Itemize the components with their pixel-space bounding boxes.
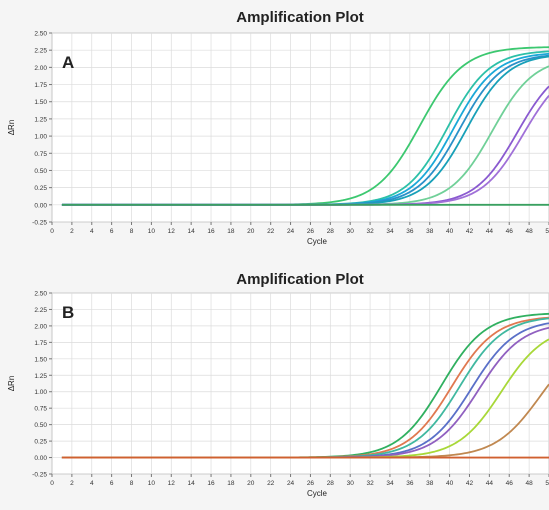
x-tick-label: 48 [526,480,534,487]
x-tick-label: 40 [446,228,454,235]
plot-area [51,32,549,223]
y-tick-label: 0.00 [34,455,47,462]
x-tick-label: 48 [526,228,534,235]
y-tick-label: -0.25 [32,472,47,479]
x-tick-label: 16 [207,480,215,487]
y-axis-label: ΔRn [7,120,16,136]
x-tick-label: 34 [386,228,394,235]
y-tick-label: 1.00 [34,389,47,396]
y-tick-label: 1.75 [34,82,47,89]
x-tick-label: 2 [70,228,74,235]
y-tick-label: 2.25 [34,48,47,55]
x-tick-label: 10 [148,228,156,235]
x-tick-label: 32 [366,228,374,235]
x-tick-label: 44 [486,480,494,487]
x-tick-label: 14 [188,480,196,487]
x-tick-label: 38 [426,480,434,487]
x-tick-label: 24 [287,480,295,487]
x-tick-label: 0 [50,228,54,235]
x-tick-label: 4 [90,228,94,235]
x-tick-label: 12 [168,228,176,235]
x-tick-label: 10 [148,480,156,487]
x-tick-label: 36 [406,228,414,235]
y-tick-label: 1.00 [34,134,47,141]
x-tick-label: 22 [267,228,275,235]
x-tick-label: 0 [50,480,54,487]
y-tick-label: 0.00 [34,202,47,209]
x-tick-label: 8 [130,228,134,235]
x-tick-label: 28 [327,480,335,487]
x-tick-label: 26 [307,480,315,487]
y-tick-label: 0.25 [34,185,47,192]
y-tick-label: 0.50 [34,422,47,429]
series-group [61,312,549,459]
x-tick-label: 24 [287,228,295,235]
x-tick-label: 30 [347,228,355,235]
x-axis-label: Cycle [307,489,328,498]
y-tick-label: 2.50 [34,291,47,298]
x-tick-label: 42 [466,480,474,487]
panel-a: Amplification Plot 2.50 2.25 2.00 1.75 1.50 1.… [7,9,549,246]
y-tick-label: 2.50 [34,31,47,38]
x-tick-label: 50 [545,228,549,235]
y-tick-label: 1.50 [34,356,47,363]
panel-letter: A [62,53,74,72]
series-group [61,46,549,206]
x-tick-label: 38 [426,228,434,235]
x-tick-label: 2 [70,480,74,487]
x-tick-label: 20 [247,480,255,487]
x-tick-label: 14 [188,228,196,235]
chart-title: Amplification Plot [236,9,364,26]
y-tick-label: -0.25 [32,220,47,227]
x-tick-label: 6 [110,228,114,235]
plot-area [51,292,549,475]
y-tick-label: 2.25 [34,307,47,314]
panel-letter: B [62,303,74,322]
y-tick-label: 0.75 [34,406,47,413]
x-tick-label: 4 [90,480,94,487]
x-tick-label: 18 [227,228,235,235]
x-tick-label: 8 [130,480,134,487]
y-tick-label: 0.25 [34,439,47,446]
x-tick-label: 20 [247,228,255,235]
x-tick-label: 34 [386,480,394,487]
y-tick-label: 0.75 [34,151,47,158]
x-tick-label: 26 [307,228,315,235]
grid [51,32,549,223]
y-tick-label: 0.50 [34,168,47,175]
y-tick-label: 1.25 [34,373,47,380]
y-tick-label: 1.50 [34,99,47,106]
x-axis-label: Cycle [307,237,328,246]
y-tick-label: 1.75 [34,340,47,347]
x-tick-label: 32 [366,480,374,487]
x-tick-label: 28 [327,228,335,235]
x-tick-label: 12 [168,480,176,487]
x-tick-label: 44 [486,228,494,235]
chart-title: Amplification Plot [236,271,364,288]
y-tick-label: 2.00 [34,323,47,330]
panel-b: Amplification Plot 2.50 2.25 2.00 1.75 1.50 1.… [7,271,549,498]
x-tick-label: 22 [267,480,275,487]
y-axis-label: ΔRn [7,376,16,392]
x-tick-label: 16 [207,228,215,235]
x-tick-label: 30 [347,480,355,487]
x-tick-label: 36 [406,480,414,487]
x-tick-label: 50 [545,480,549,487]
x-tick-label: 46 [506,480,514,487]
x-tick-label: 6 [110,480,114,487]
x-tick-label: 40 [446,480,454,487]
y-tick-label: 1.25 [34,116,47,123]
x-tick-label: 46 [506,228,514,235]
x-tick-label: 42 [466,228,474,235]
x-tick-label: 18 [227,480,235,487]
y-tick-label: 2.00 [34,65,47,72]
